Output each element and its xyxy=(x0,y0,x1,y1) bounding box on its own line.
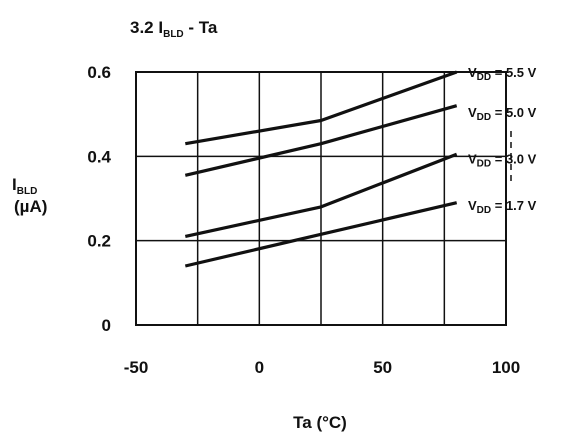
y-tick-label-1: 0.2 xyxy=(87,232,111,251)
series-labels: VDD = 5.5 V VDD = 5.0 V VDD = 3.0 V VDD = 1… xyxy=(468,65,537,216)
series-line-3 xyxy=(184,201,458,268)
series-line-0 xyxy=(185,70,458,146)
y-axis-label: IBLD xyxy=(12,175,37,197)
series-label-3: VDD = 1.7 V xyxy=(468,198,537,216)
chart-title: 3.2 IBLD - Ta xyxy=(130,18,218,40)
series-group xyxy=(184,70,458,268)
series-label-1: VDD = 5.0 V xyxy=(468,105,537,123)
y-tick-label-0: 0 xyxy=(102,316,111,335)
y-tick-label-2: 0.4 xyxy=(87,147,111,166)
x-tick-label-2: 50 xyxy=(373,358,392,377)
plot-area xyxy=(135,71,507,326)
series-label-2: VDD = 3.0 V xyxy=(468,151,537,169)
tick-labels: -50 0 50 100 0 0.2 0.4 0.6 xyxy=(87,63,520,377)
series-line-1 xyxy=(184,104,458,177)
series-label-0: VDD = 5.5 V xyxy=(468,65,537,83)
x-tick-label-0: -50 xyxy=(124,358,149,377)
x-tick-label-1: 0 xyxy=(255,358,264,377)
y-tick-label-3: 0.6 xyxy=(87,63,111,82)
y-axis-unit: (µA) xyxy=(14,197,47,216)
x-tick-label-3: 100 xyxy=(492,358,520,377)
series-line-2 xyxy=(184,152,458,238)
x-axis-label: Ta (°C) xyxy=(293,413,347,432)
